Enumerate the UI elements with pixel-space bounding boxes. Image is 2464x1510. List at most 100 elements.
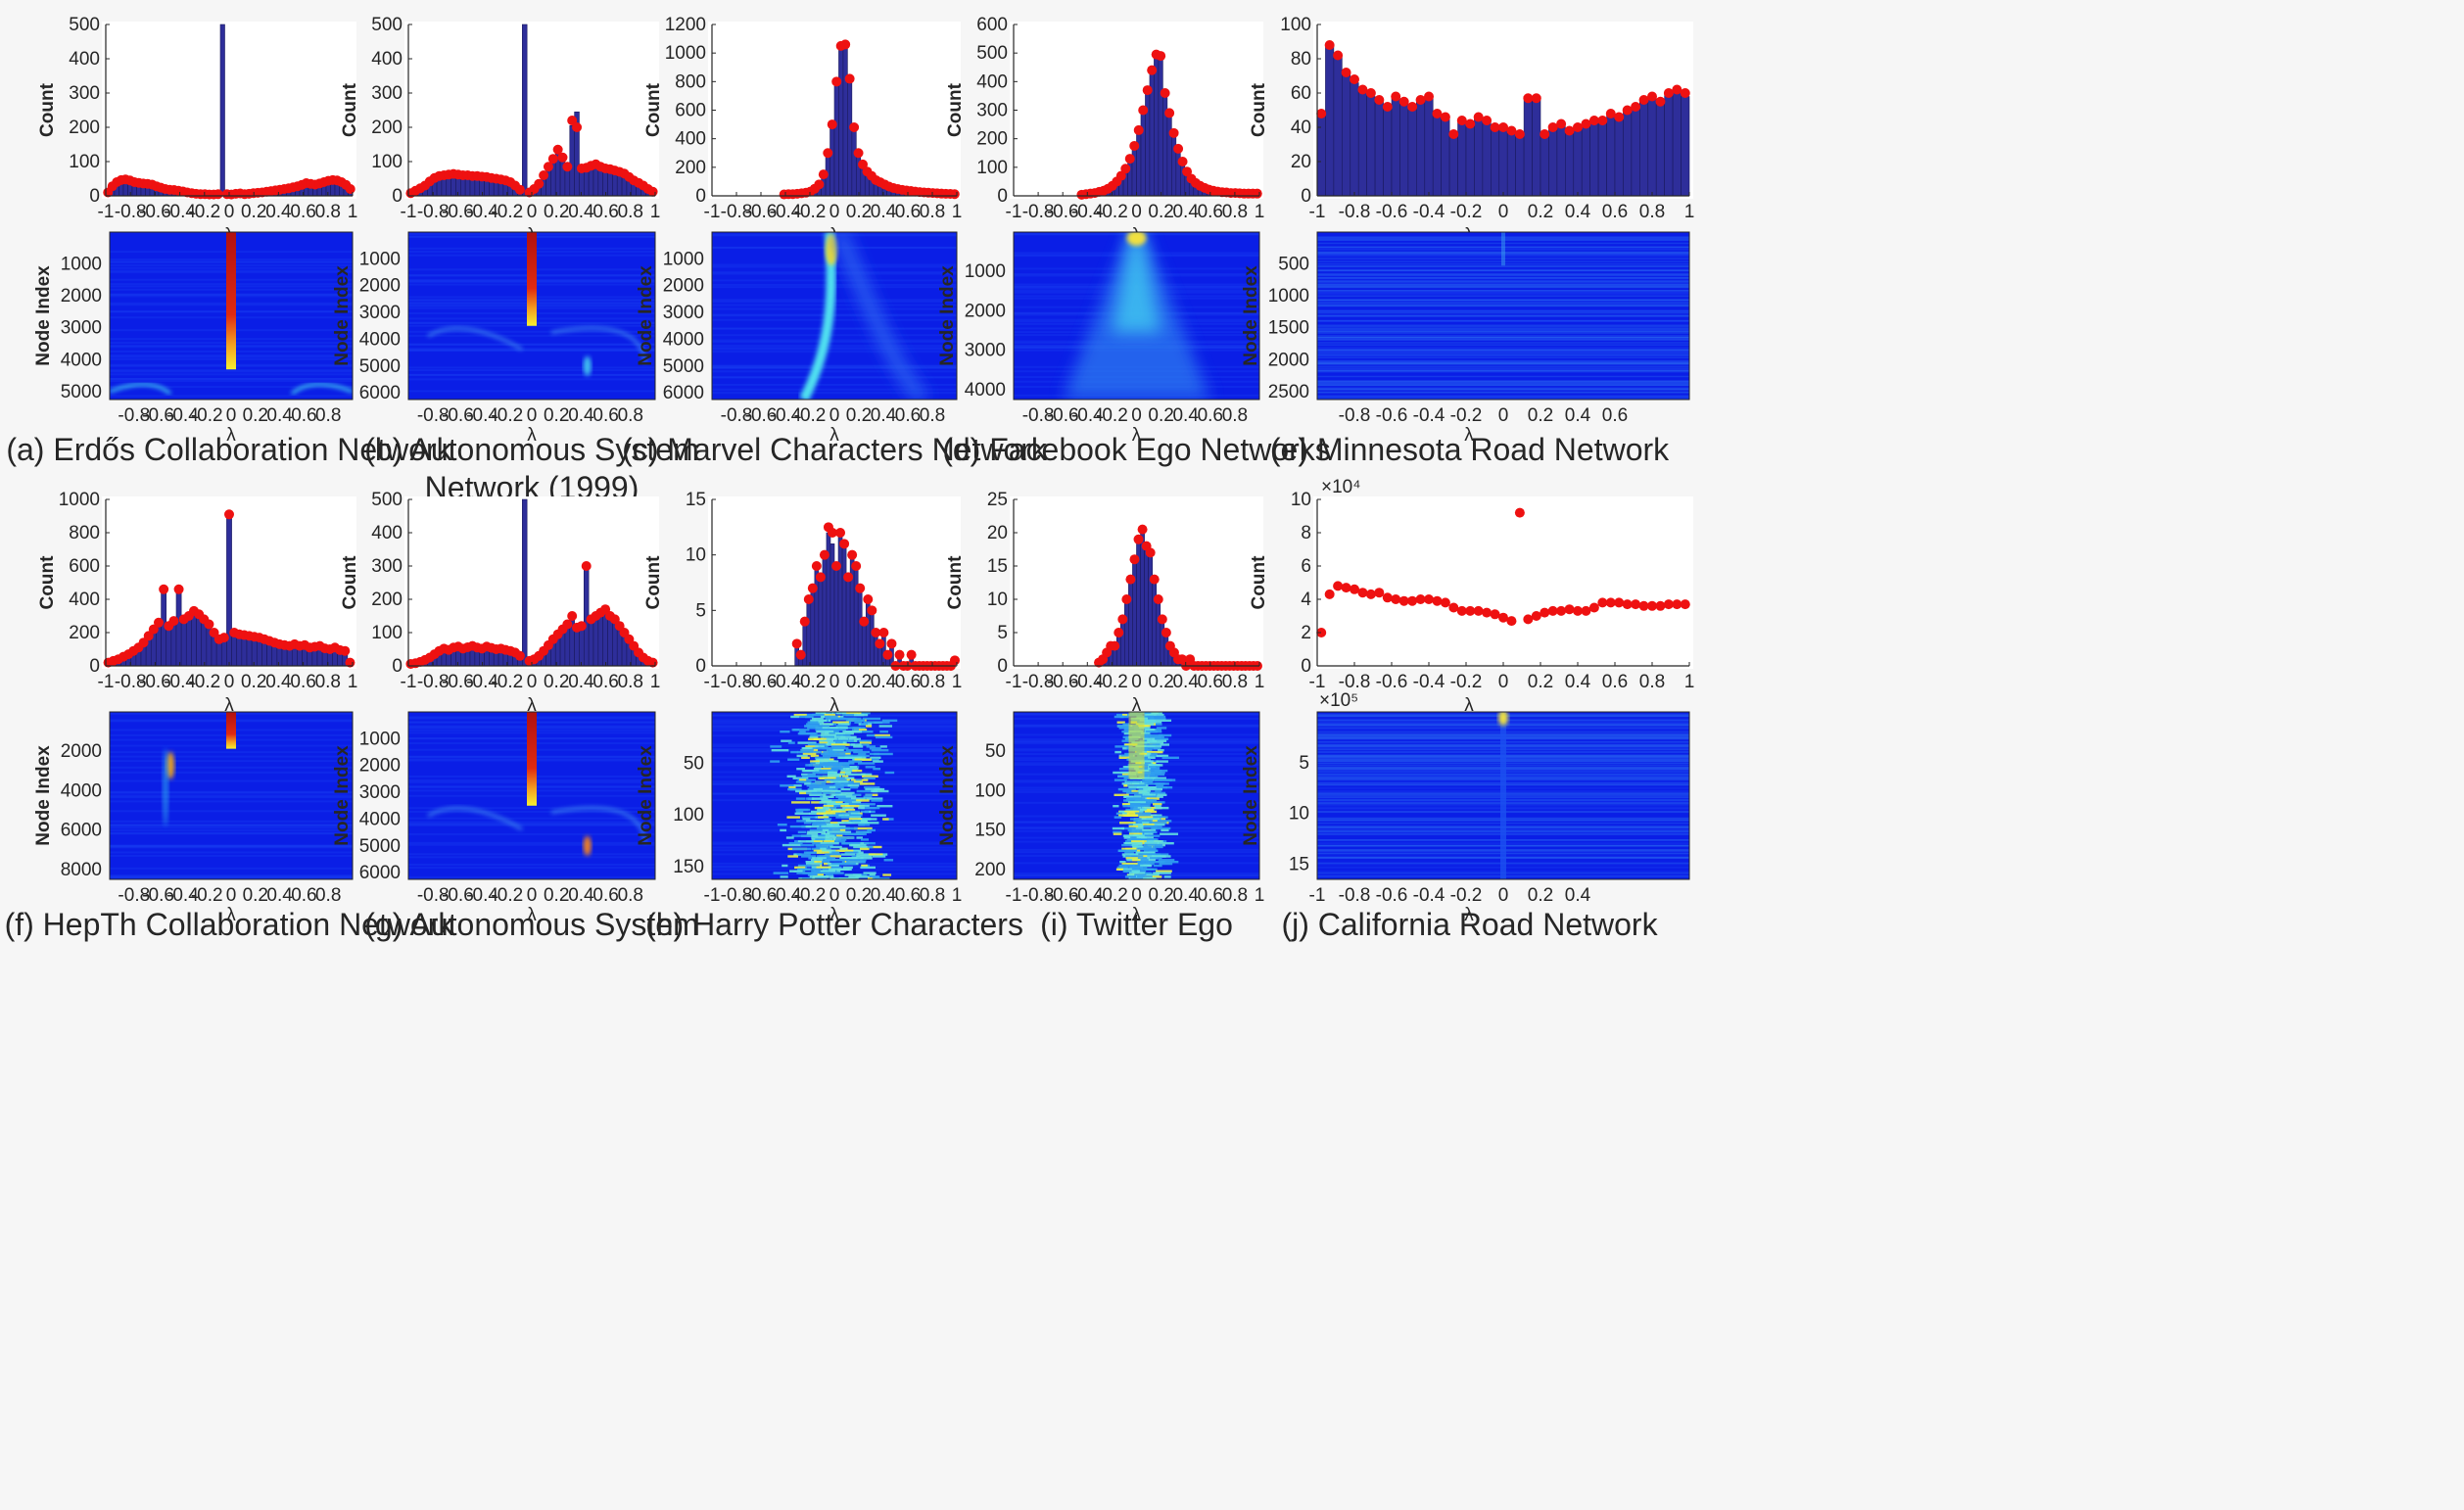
histogram-bar	[869, 610, 875, 667]
heatmap-image	[408, 712, 655, 879]
heatmap-texture	[1317, 284, 1689, 287]
x-tick-label: -0.8	[1339, 405, 1371, 426]
data-point	[1622, 599, 1633, 610]
y-tick-label: 50	[684, 754, 704, 775]
heatmap-cell	[1121, 713, 1129, 717]
heatmap-cell	[1126, 812, 1143, 815]
x-tick-label: 0.4	[871, 405, 897, 426]
x-tick-label: -0.2	[491, 885, 523, 906]
heatmap-cell	[850, 786, 859, 789]
heatmap-cell	[839, 877, 859, 879]
data-point	[1157, 614, 1167, 625]
heatmap-cell	[853, 729, 868, 731]
heatmap-cell	[834, 762, 850, 765]
data-point	[886, 638, 897, 649]
data-point	[1597, 116, 1608, 125]
heatmap-cell	[1121, 803, 1130, 806]
heatmap-texture	[408, 824, 655, 826]
subfigure-caption: (h) Harry Potter Characters	[645, 907, 1023, 942]
data-point	[1124, 154, 1135, 165]
heatmap-texture	[1317, 289, 1689, 292]
histogram-bar	[1655, 101, 1665, 197]
heatmap-cell	[1137, 828, 1157, 832]
y-tick-label: 15	[1289, 854, 1309, 874]
x-tick-label: -0.6	[1047, 202, 1079, 222]
subfigure-caption: (i) Twitter Ego	[1040, 907, 1233, 942]
x-tick-label: -0.6	[442, 202, 474, 222]
x-tick-label: -0.6	[442, 885, 474, 906]
data-point	[803, 594, 814, 604]
data-point	[1316, 109, 1327, 118]
heatmap-cell	[1144, 741, 1164, 744]
x-tick-label: 0.4	[1565, 202, 1591, 222]
heatmap-cell	[1132, 845, 1144, 849]
x-tick-label: -0.2	[1096, 405, 1128, 426]
x-tick-label: 1	[952, 202, 963, 222]
heatmap-cell	[829, 727, 848, 730]
heatmap-cell	[823, 810, 842, 814]
heatmap-cell	[816, 866, 831, 870]
heatmap-cell	[853, 826, 873, 830]
data-point	[840, 39, 851, 50]
data-point	[878, 628, 889, 637]
data-point	[514, 184, 525, 195]
heatmap-cell	[1123, 727, 1131, 730]
heatmap-cell	[816, 851, 824, 854]
histogram-bar	[833, 81, 839, 197]
heatmap-texture	[408, 841, 655, 844]
heatmap-cell	[1121, 812, 1129, 815]
heatmap-cell	[837, 849, 854, 852]
histogram-bar	[837, 532, 843, 667]
y-tick-label: 100	[974, 780, 1006, 801]
data-point	[340, 645, 351, 656]
data-point	[1252, 188, 1262, 199]
x-tick-label: -1	[1309, 885, 1326, 906]
heatmap-texture	[1317, 310, 1689, 313]
heatmap-cell	[859, 743, 870, 746]
heatmap-texture	[1317, 397, 1689, 400]
x-tick-label: 0	[1498, 672, 1509, 692]
heatmap-cell	[1156, 760, 1168, 763]
x-tick-label: -0.8	[1339, 885, 1371, 906]
data-point	[1647, 600, 1657, 611]
data-point	[835, 528, 846, 538]
y-tick-label: 1000	[665, 43, 706, 64]
heatmap-cell	[855, 830, 864, 833]
y-tick-label: 200	[371, 118, 403, 138]
x-tick-label: 0.2	[243, 405, 268, 426]
heatmap-cell	[1135, 824, 1155, 826]
heatmap-cell	[1130, 782, 1140, 785]
data-point	[823, 148, 833, 159]
heatmap-cell	[789, 870, 803, 873]
heatmap-texture	[1317, 363, 1689, 365]
data-point	[1540, 607, 1550, 618]
x-tick-label: -1	[1309, 672, 1326, 692]
heatmap-cell	[1163, 719, 1172, 722]
heatmap-cell	[856, 789, 872, 793]
heatmap-texture	[1317, 336, 1689, 339]
heatmap-cell	[838, 793, 853, 796]
x-tick-label: -0.4	[770, 885, 802, 906]
heatmap-texture	[1317, 269, 1689, 271]
heatmap-cell	[819, 739, 834, 742]
heatmap-cell	[801, 855, 817, 858]
x-tick-label: 0	[224, 202, 235, 222]
heatmap-cell	[1154, 805, 1161, 808]
heatmap-cell	[1127, 787, 1136, 791]
data-point	[815, 572, 826, 583]
heatmap-frame	[711, 711, 958, 880]
heatmap-texture	[1317, 360, 1689, 363]
heatmap-texture	[712, 366, 957, 369]
histogram-bar	[1333, 55, 1343, 197]
heatmap-cell	[833, 750, 852, 754]
heatmap-cell	[1156, 727, 1167, 730]
y-axis-label: Count	[340, 555, 360, 610]
heatmap-cell	[1149, 766, 1161, 769]
heatmap-cell	[882, 873, 892, 876]
heatmap-cell	[802, 818, 811, 821]
y-tick-label: 3000	[359, 782, 401, 803]
histogram-bar	[1366, 96, 1376, 197]
heatmap-cell	[837, 737, 849, 740]
data-point	[1490, 122, 1500, 132]
